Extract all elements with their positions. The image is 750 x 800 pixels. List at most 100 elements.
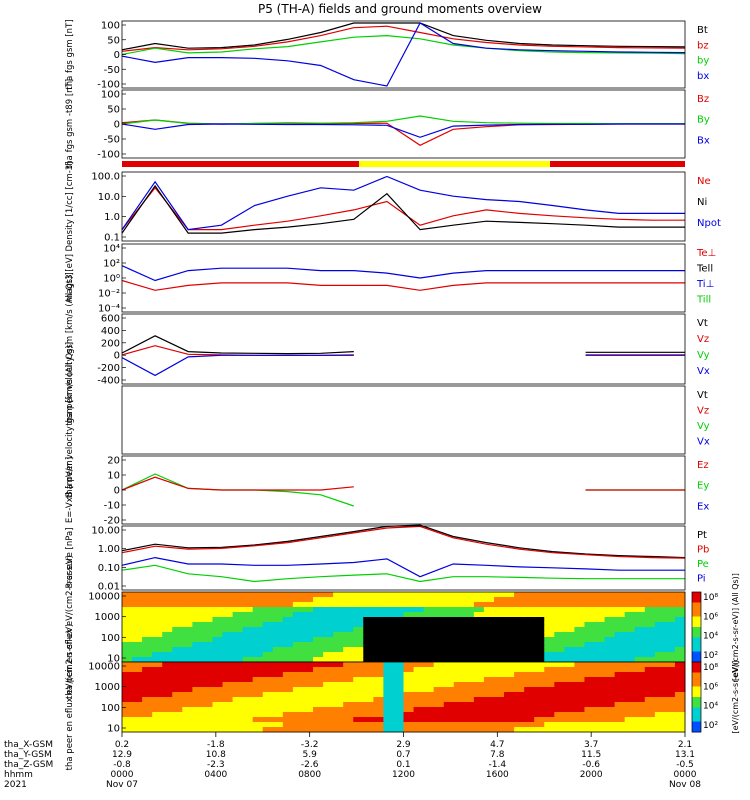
x-axis-row-label: tha_Z-GSM bbox=[4, 760, 53, 770]
spectrogram-cell bbox=[282, 727, 294, 733]
spectrogram-cell bbox=[393, 647, 404, 653]
spectrogram-cell bbox=[232, 657, 244, 663]
spectrogram-cell bbox=[493, 612, 505, 618]
colorbar-step bbox=[692, 683, 701, 687]
spectrogram-cell bbox=[644, 697, 656, 703]
spectrogram-cell bbox=[524, 707, 535, 713]
spectrogram-cell bbox=[423, 702, 435, 708]
spectrogram-cell bbox=[142, 662, 153, 668]
spectrogram-cell bbox=[232, 717, 244, 723]
y-axis-label: E=-VxB [mV/m] bbox=[65, 457, 75, 523]
spectrogram-cell bbox=[252, 602, 264, 608]
spectrogram-cell bbox=[443, 617, 455, 623]
spectrogram-cell bbox=[674, 597, 686, 603]
spectrogram-cell bbox=[594, 617, 606, 623]
spectrogram-cell bbox=[524, 592, 535, 598]
spectrogram-cell bbox=[262, 607, 274, 613]
spectrogram-cell bbox=[142, 727, 153, 733]
spectrogram-cell bbox=[403, 712, 415, 718]
spectrogram-cell bbox=[132, 707, 143, 713]
spectrogram-cell bbox=[323, 727, 334, 733]
x-tick-label: 0.2 bbox=[115, 740, 129, 750]
spectrogram-cell bbox=[443, 677, 455, 683]
spectrogram-cell bbox=[393, 712, 404, 718]
spectrogram-cell bbox=[202, 697, 213, 703]
spectrogram-cell bbox=[122, 632, 133, 638]
spectrogram-cell bbox=[674, 612, 686, 618]
y-tick-label: 10 bbox=[107, 724, 120, 735]
spectrogram-cell bbox=[433, 642, 445, 648]
spectrogram-cell bbox=[463, 722, 475, 728]
spectrogram-cell bbox=[463, 647, 475, 653]
spectrogram-cell bbox=[604, 637, 616, 643]
spectrogram-cell bbox=[463, 627, 475, 633]
spectrogram-cell bbox=[604, 642, 616, 648]
spectrogram-cell bbox=[524, 602, 535, 608]
spectrogram-cell bbox=[182, 722, 193, 728]
colorbar-step bbox=[692, 679, 701, 684]
spectrogram-cell bbox=[393, 667, 404, 673]
spectrogram-cell bbox=[403, 697, 415, 703]
spectrogram-cell bbox=[604, 647, 616, 653]
spectrogram-cell bbox=[202, 707, 213, 713]
spectrogram-cell bbox=[212, 597, 224, 603]
spectrogram-cell bbox=[413, 687, 425, 693]
spectrogram-cell bbox=[604, 697, 616, 703]
spectrogram-cell bbox=[433, 637, 445, 643]
spectrogram-cell bbox=[423, 667, 435, 673]
spectrogram-cell bbox=[202, 682, 213, 688]
spectrogram-cell bbox=[212, 712, 224, 718]
spectrogram-cell bbox=[554, 657, 565, 663]
spectrogram-cell bbox=[373, 612, 384, 618]
y-tick-label: 100 bbox=[101, 90, 120, 101]
y-tick-label: -400 bbox=[97, 376, 120, 387]
spectrogram-cell bbox=[172, 657, 183, 663]
spectrogram-cell bbox=[343, 682, 354, 688]
x-tick-label: 2.1 bbox=[678, 740, 692, 750]
spectrogram-cell bbox=[594, 672, 606, 678]
spectrogram-cell bbox=[664, 597, 676, 603]
spectrogram-cell bbox=[232, 622, 244, 628]
spectrogram-cell bbox=[242, 612, 254, 618]
spectrogram-cell bbox=[122, 662, 133, 668]
spectrogram-cell bbox=[363, 697, 374, 703]
spectrogram-cell bbox=[363, 707, 374, 713]
spectrogram-cell bbox=[473, 597, 485, 603]
colorbar-step bbox=[692, 704, 701, 708]
y-tick-label: 10 bbox=[107, 471, 120, 482]
spectrogram-cell bbox=[333, 722, 344, 728]
spectrogram-cell bbox=[504, 607, 515, 613]
spectrogram-cell bbox=[493, 697, 505, 703]
spectrogram-cell bbox=[262, 627, 274, 633]
spectrogram-cell bbox=[554, 667, 565, 673]
spectrogram-cell bbox=[363, 717, 374, 723]
spectrogram-cell bbox=[313, 692, 324, 698]
spectrogram-cell bbox=[222, 642, 234, 648]
spectrogram-cell bbox=[232, 682, 244, 688]
spectrogram-cell bbox=[524, 617, 535, 623]
spectrogram-cell bbox=[574, 717, 585, 723]
spectrogram-cell bbox=[393, 627, 404, 633]
spectrogram-cell bbox=[604, 627, 616, 633]
colorbar-tick-label: 10⁶ bbox=[703, 612, 718, 622]
spectrogram-cell bbox=[262, 612, 274, 618]
spectrogram-cell bbox=[212, 722, 224, 728]
spectrogram-cell bbox=[634, 717, 646, 723]
spectrogram-cell bbox=[212, 622, 224, 628]
x-tick-label: -0.6 bbox=[582, 760, 600, 770]
spectrogram-cell bbox=[182, 702, 193, 708]
spectrogram-cell bbox=[514, 702, 525, 708]
spectrogram-cell bbox=[333, 637, 344, 643]
spectrogram-cell bbox=[373, 617, 384, 623]
spectrogram-cell bbox=[493, 687, 505, 693]
spectrogram-cell bbox=[483, 632, 495, 638]
spectrogram-cell bbox=[272, 657, 284, 663]
spectrogram-cell bbox=[212, 652, 224, 658]
spectrogram-cell bbox=[333, 642, 344, 648]
spectrogram-cell bbox=[212, 657, 224, 663]
spectrogram-cell bbox=[192, 712, 203, 718]
spectrogram-cell bbox=[393, 692, 404, 698]
spectrogram-cell bbox=[614, 622, 626, 628]
spectrogram-cell bbox=[363, 637, 374, 643]
